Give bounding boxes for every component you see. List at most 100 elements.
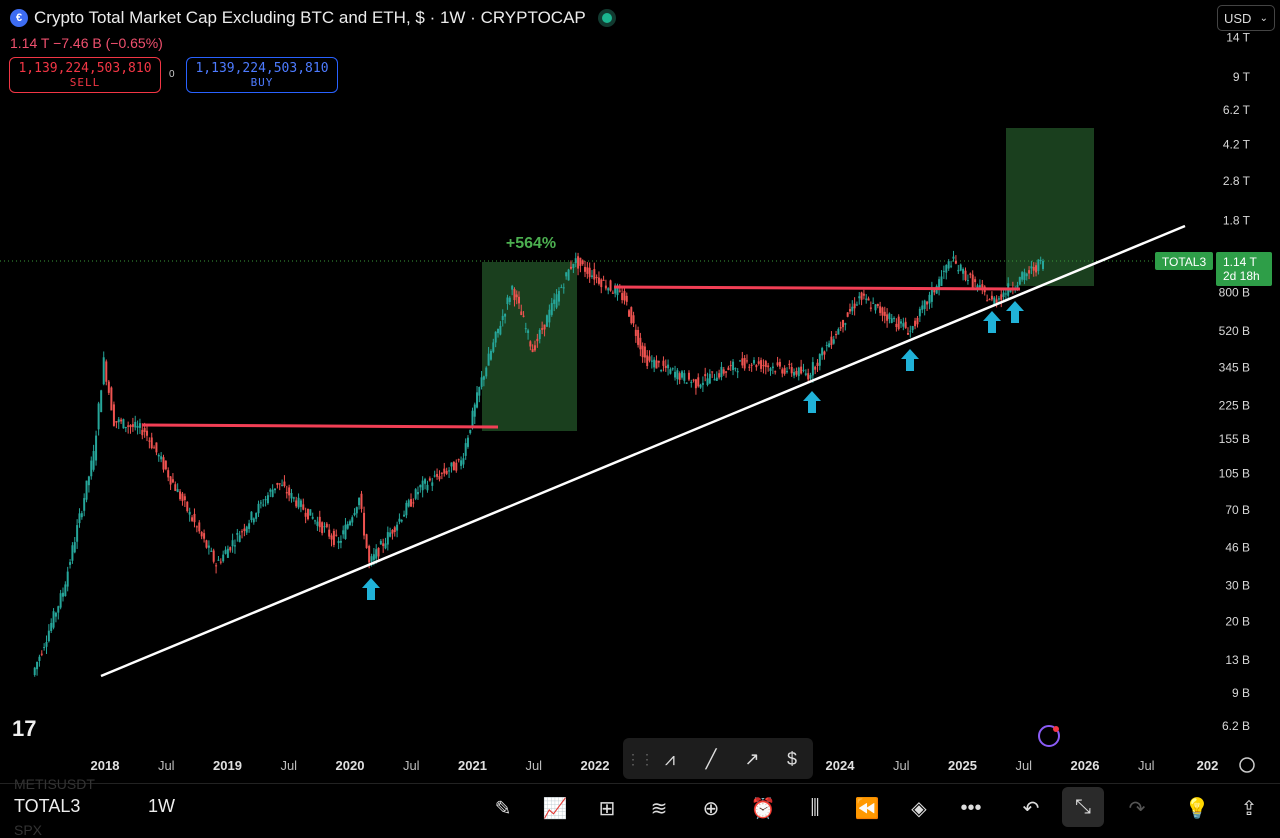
candle-body	[923, 300, 926, 309]
candle-body	[862, 293, 865, 296]
candle-body	[248, 523, 251, 529]
candle-body	[384, 543, 387, 549]
candle-body	[181, 493, 184, 502]
candle-body	[804, 373, 807, 375]
candle-body	[191, 517, 194, 521]
x-tick-label: Jul	[525, 758, 542, 773]
candle-body	[976, 285, 979, 289]
candle-body	[162, 457, 165, 470]
drawing-toolbar	[623, 738, 813, 779]
candle-body	[1018, 277, 1021, 285]
candle-body	[736, 371, 739, 373]
candle-body	[995, 299, 998, 303]
buy-label: BUY	[250, 76, 274, 89]
x-tick-label: 2018	[91, 758, 120, 773]
x-tick-label: 2019	[213, 758, 242, 773]
candle-body	[321, 522, 324, 534]
price-note-icon[interactable]: $	[786, 748, 797, 769]
candle-body	[706, 378, 709, 385]
candle-body	[198, 522, 201, 532]
buy-button[interactable]: 1,139,224,503,810 BUY	[186, 57, 338, 93]
symbol-button[interactable]: TOTAL3	[14, 796, 81, 816]
x-tick-label: 2025	[948, 758, 977, 773]
more-icon[interactable]: •••	[960, 796, 982, 819]
replay-icon[interactable]: ⏪	[854, 797, 880, 820]
candle-body	[653, 359, 656, 368]
add-icon[interactable]: ⊕	[702, 797, 720, 820]
candle-body	[853, 303, 856, 309]
candle-body	[734, 368, 737, 370]
drag-handle-icon[interactable]: ⋮⋮	[626, 750, 654, 767]
candle-body	[760, 360, 763, 369]
drawing-pen-icon[interactable]: ✎	[494, 797, 512, 820]
candle-body	[660, 370, 663, 372]
layers-icon[interactable]: ◈	[911, 797, 927, 820]
candle-body	[71, 545, 74, 561]
candle-body	[212, 550, 215, 562]
candle-body	[349, 521, 351, 525]
candle-body	[950, 265, 953, 267]
candle-body	[205, 540, 208, 548]
layouts-grid-icon[interactable]: ⊞	[598, 797, 616, 820]
ray-tool-icon[interactable]: ↗	[744, 748, 760, 769]
candle-body	[860, 292, 863, 300]
candle-body	[869, 307, 872, 309]
candle-body	[288, 487, 291, 496]
candle-body	[400, 520, 403, 522]
currency-select[interactable]: USD ⌄	[1217, 5, 1275, 31]
candle-body	[377, 547, 380, 557]
pattern-tool-icon[interactable]: ⩘	[664, 748, 676, 769]
candle-body	[117, 419, 120, 423]
ghost-symbol-bottom: SPX	[14, 822, 43, 838]
share-icon[interactable]: ⇪	[1240, 797, 1258, 820]
indicators-icon[interactable]: 📈	[542, 797, 568, 820]
candle-body	[518, 296, 521, 304]
compare-icon[interactable]: ≋	[650, 797, 668, 820]
candle-body	[457, 459, 460, 461]
candle-body	[607, 288, 610, 291]
undo-icon[interactable]: ↶	[1022, 797, 1040, 820]
candle-body	[690, 381, 693, 383]
candle-body	[667, 364, 670, 369]
candle-body	[720, 366, 723, 378]
candle-body	[1016, 285, 1019, 290]
candle-body	[433, 475, 436, 477]
lightning-icon[interactable]	[1038, 725, 1060, 747]
candle-body	[600, 279, 603, 288]
alert-clock-icon[interactable]: ⏰	[750, 797, 776, 820]
candle-body	[233, 545, 236, 547]
candle-body	[597, 277, 600, 284]
candle-body	[489, 350, 492, 360]
candle-body	[469, 429, 472, 434]
candle-body	[85, 480, 88, 500]
candle-body	[274, 488, 277, 491]
candle-body	[195, 526, 198, 528]
candle-body	[916, 317, 919, 325]
redo-icon[interactable]: ↷	[1128, 797, 1146, 820]
trend-line-icon[interactable]: ╱	[705, 748, 717, 769]
ideas-bulb-icon[interactable]: 💡	[1184, 797, 1210, 820]
candle-body	[785, 371, 788, 373]
candles-group	[33, 250, 1045, 677]
chart-type-icon[interactable]: ⫼	[810, 796, 820, 819]
candle-body	[129, 425, 132, 428]
candle-body	[120, 419, 123, 422]
candle-body	[569, 266, 572, 269]
candle-body	[671, 368, 674, 370]
timeframe-button[interactable]: 1W	[148, 796, 175, 816]
candle-body	[890, 318, 893, 323]
candle-body	[306, 508, 309, 520]
candle-body	[876, 303, 879, 307]
exit-fullscreen-icon[interactable]: ⤡	[1062, 787, 1104, 827]
candle-body	[90, 460, 93, 477]
candle-body	[809, 375, 812, 379]
candle-body	[122, 419, 125, 429]
market-status-icon[interactable]	[601, 13, 612, 23]
candle-body	[818, 354, 821, 366]
sell-button[interactable]: 1,139,224,503,810 SELL	[9, 57, 161, 93]
settings-gear-icon[interactable]	[1239, 757, 1255, 773]
candle-body	[729, 365, 732, 367]
sell-price: 1,139,224,503,810	[18, 61, 152, 76]
candle-body	[520, 311, 523, 316]
